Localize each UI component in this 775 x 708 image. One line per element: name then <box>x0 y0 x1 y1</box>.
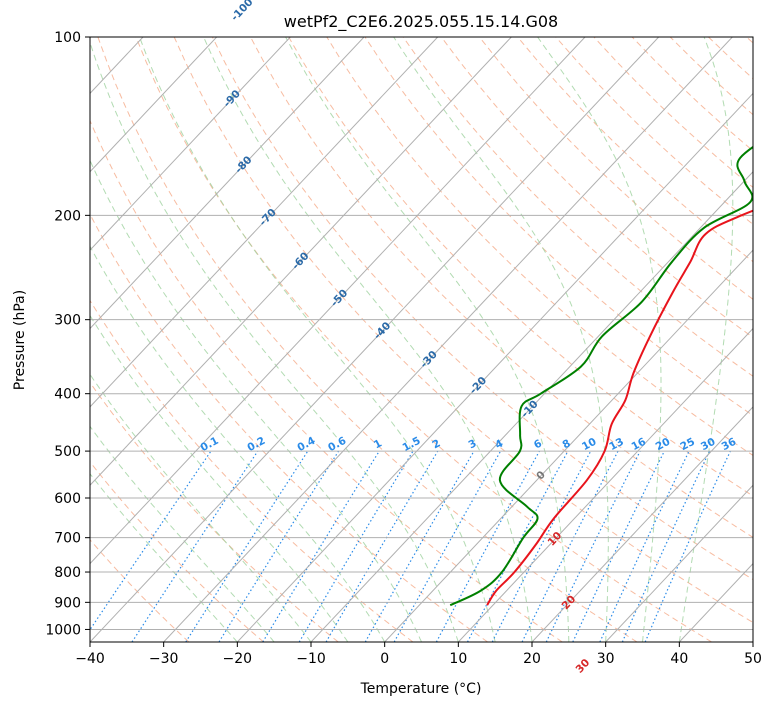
x-tick-label: 10 <box>449 651 467 667</box>
y-tick-label: 1000 <box>45 622 81 638</box>
x-tick-label: 50 <box>744 651 762 667</box>
moist-adiabat-line <box>203 37 533 642</box>
y-axis-ticks: 1000 900 800 700 600 500 400 300 200 100 <box>45 30 90 638</box>
isotherm-line <box>310 171 753 642</box>
x-tick-label: −40 <box>75 651 105 667</box>
isotherm-line <box>90 37 512 486</box>
isotherm-line <box>163 37 733 642</box>
dry-adiabat-line <box>135 37 712 642</box>
isotherm-line <box>90 37 660 642</box>
moist-adiabat-line <box>285 37 570 642</box>
moist-adiabat-line <box>537 37 662 642</box>
moist-adiabat-line <box>678 37 734 642</box>
dry-adiabat-line <box>288 37 753 497</box>
mixing-ratio-line <box>262 450 380 642</box>
mixing-ratio-line <box>393 450 502 642</box>
mixing-ratio-line <box>90 450 212 631</box>
isotherm-line <box>90 37 439 408</box>
chart-title: wetPf2_C2E6.2025.055.15.14.G08 <box>284 12 558 32</box>
isotherm-line <box>457 327 753 642</box>
mixing-ratio-line <box>621 450 711 642</box>
dry-adiabat-line <box>211 37 753 581</box>
plot-frame <box>89 36 754 643</box>
y-tick-label: 500 <box>54 444 81 460</box>
moist-adiabat-line <box>90 245 386 642</box>
x-tick-label: −10 <box>296 651 326 667</box>
x-tick-label: −30 <box>149 651 179 667</box>
moist-adiabat-line <box>393 37 609 642</box>
dry-adiabat-line <box>173 37 753 624</box>
isotherm-line <box>531 406 753 642</box>
moist-adiabat-line <box>139 37 496 642</box>
isotherm-line <box>236 92 753 642</box>
x-axis-ticks: −40 −30 −20 −10 0 10 20 30 40 50 <box>75 642 762 667</box>
y-tick-label: 100 <box>54 30 81 46</box>
isotherm-line <box>605 484 753 642</box>
dry-adiabat-line <box>90 539 190 642</box>
x-tick-label: −20 <box>223 651 253 667</box>
y-tick-label: 900 <box>54 595 81 611</box>
y-tick-label: 600 <box>54 491 81 507</box>
moist-adiabat-line <box>90 314 349 642</box>
mixing-ratio-line <box>435 450 540 642</box>
y-tick-label: 300 <box>54 313 81 329</box>
y-tick-label: 200 <box>54 208 81 224</box>
mixing-ratio-line <box>521 450 619 642</box>
moist-adiabat-line <box>90 159 422 642</box>
y-tick-label: 700 <box>54 531 81 547</box>
isotherm-line <box>90 37 291 251</box>
x-axis-label: Temperature (°C) <box>360 681 482 697</box>
isotherm-line <box>90 37 365 330</box>
dry-adiabat-line <box>90 213 488 642</box>
isotherm-line <box>384 249 753 642</box>
moist-adiabat-line <box>90 40 459 642</box>
dewpoint-profile-line <box>449 145 753 607</box>
mixing-ratio-line <box>545 450 641 642</box>
x-tick-label: 20 <box>523 651 541 667</box>
dry-adiabat-line <box>90 461 264 642</box>
data-series <box>449 145 753 607</box>
dry-adiabat-line <box>326 37 753 457</box>
x-tick-label: 30 <box>597 651 615 667</box>
x-tick-label: 40 <box>670 651 688 667</box>
plot-background <box>90 37 753 642</box>
y-tick-label: 800 <box>54 565 81 581</box>
dry-adiabat-line <box>90 119 563 642</box>
moist-adiabat-line <box>90 473 238 642</box>
moist-adiabat-line <box>90 425 275 642</box>
y-tick-label: 400 <box>54 387 81 403</box>
temperature-profile-line <box>486 209 753 606</box>
isotherm-line <box>90 37 218 173</box>
grid-lines <box>90 37 753 642</box>
dry-adiabat-line <box>97 37 638 642</box>
x-tick-label: 0 <box>380 651 389 667</box>
isotherm-line <box>90 37 586 565</box>
mixing-ratio-line <box>185 450 309 642</box>
y-axis-label: Pressure (hPa) <box>12 290 28 390</box>
